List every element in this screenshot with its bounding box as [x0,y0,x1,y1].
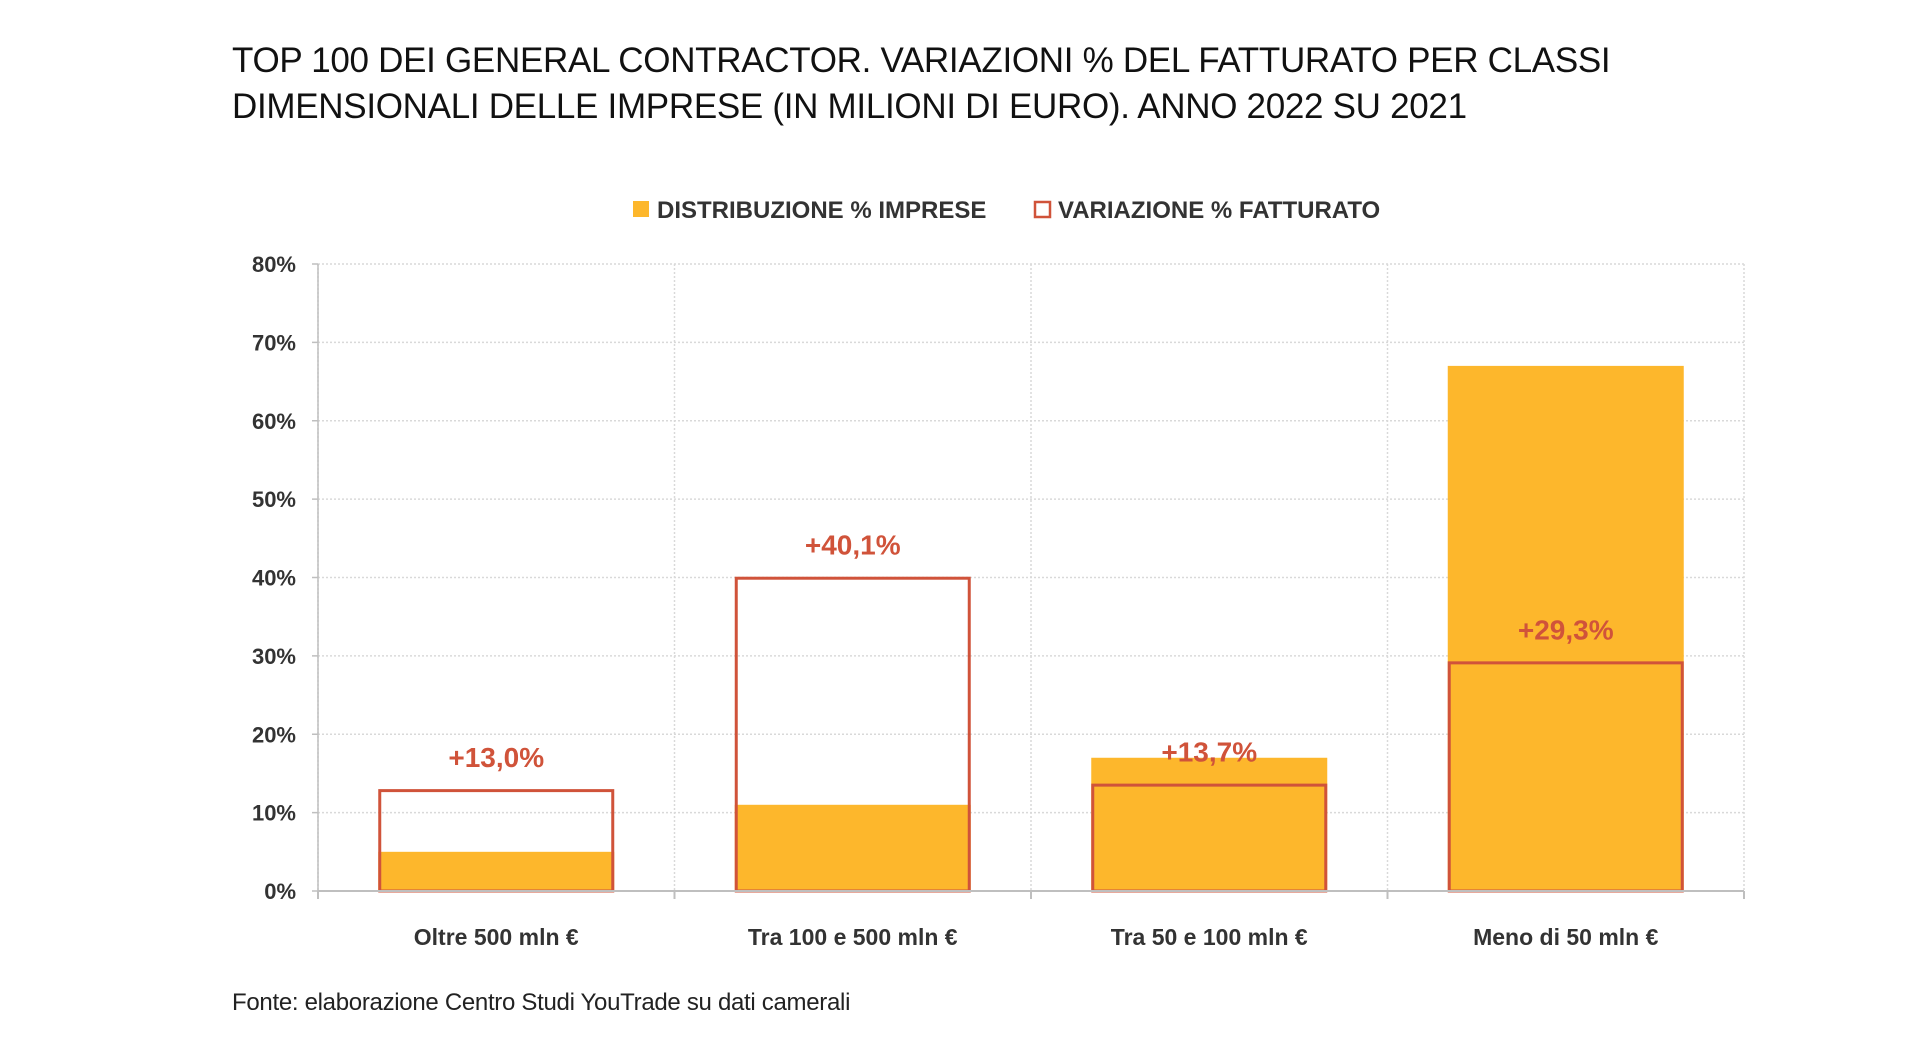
y-axis: 0% 10% 20% 30% 40% 50% 60% 70% 80% [252,252,319,904]
legend-swatch-variazione [1033,200,1052,219]
bar-distribuzione-imprese [378,851,615,891]
y-tick-label: 30% [252,644,296,669]
y-tick-label: 20% [252,722,296,747]
x-tick-label: Tra 50 e 100 mln € [1111,924,1308,950]
data-labels: +13,0% +40,1% +13,7% +29,3% [448,530,1613,773]
y-tick-label: 80% [252,252,296,277]
chart-title-line-2: DIMENSIONALI DELLE IMPRESE (IN MILIONI D… [232,87,1467,126]
chart-title-line-1: TOP 100 DEI GENERAL CONTRACTOR. VARIAZIO… [232,41,1611,80]
y-tick-label: 10% [252,801,296,826]
chart-title: TOP 100 DEI GENERAL CONTRACTOR. VARIAZIO… [232,38,1752,130]
y-tick-label: 0% [264,879,296,904]
x-axis: Oltre 500 mln € Tra 100 e 500 mln € Tra 50… [317,890,1745,950]
y-tick-label: 60% [252,409,296,434]
legend-label-variazione: VARIAZIONE % FATTURATO [1058,197,1380,224]
data-label-variazione: +13,0% [448,742,544,773]
y-tick-label: 70% [252,330,296,355]
bar-distribuzione-imprese [734,804,971,891]
x-tick-label: Meno di 50 mln € [1473,924,1659,950]
x-tick-label: Oltre 500 mln € [414,924,579,950]
legend-swatch-distribuzione [633,201,649,217]
chart-legend: DISTRIBUZIONE % IMPRESE VARIAZIONE % FATT… [633,197,1380,224]
legend-label-distribuzione: DISTRIBUZIONE % IMPRESE [657,197,986,224]
data-label-variazione: +29,3% [1518,614,1614,645]
y-tick-label: 50% [252,487,296,512]
source-note: Fonte: elaborazione Centro Studi YouTrad… [232,989,851,1016]
y-tick-label: 40% [252,566,296,591]
chart-bars [378,365,1684,893]
data-label-variazione: +40,1% [805,530,901,561]
data-label-variazione: +13,7% [1161,737,1257,768]
bar-distribuzione-imprese [1091,757,1328,891]
x-tick-label: Tra 100 e 500 mln € [748,924,958,950]
bar-distribuzione-imprese [1447,365,1684,891]
